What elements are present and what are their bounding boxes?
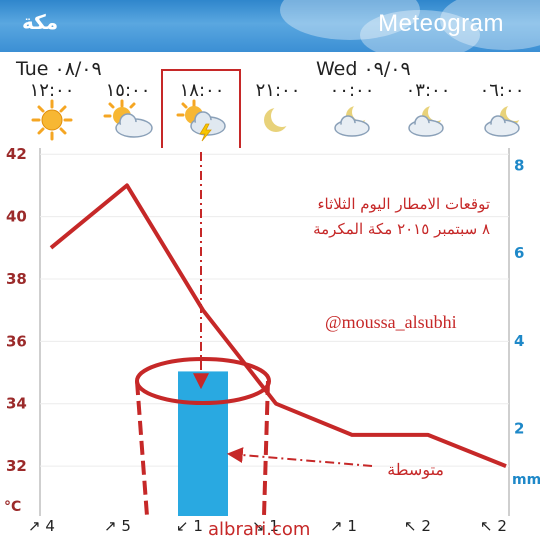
precipitation-bar xyxy=(178,371,228,516)
arrow-sw-icon: ↙ xyxy=(176,517,189,535)
arrow-ne-icon: ↗ xyxy=(28,517,41,535)
time-label: ٠٣:٠٠ xyxy=(405,80,451,101)
arrow-ne-icon: ↗ xyxy=(330,517,343,535)
thunder-sun-cloud-icon xyxy=(176,99,226,142)
precipitation-bars xyxy=(178,371,228,516)
time-label: ١٨:٠٠ xyxy=(179,80,225,101)
app-header: مكة Meteogram xyxy=(0,0,540,52)
app-title: Meteogram xyxy=(378,10,504,37)
sun-icon xyxy=(31,99,73,141)
annotation-dashed-left xyxy=(135,380,149,517)
twitter-handle: @moussa_alsubhi xyxy=(325,312,457,332)
day-label-wed: Wed ٠٩/٠٩ xyxy=(316,58,411,80)
annotation-arrow-left xyxy=(226,447,373,467)
wind-item: ↗ 1 xyxy=(330,517,357,535)
highlight-box xyxy=(161,69,241,151)
time-label: ٠٦:٠٠ xyxy=(479,80,525,101)
moon-icon xyxy=(264,105,293,132)
left-tick-label: 36 xyxy=(6,332,27,350)
right-tick-label: 4 xyxy=(514,332,524,350)
arrow-se-icon: ↘ xyxy=(252,517,265,535)
day-label-tue: Tue ٠٨/٠٩ xyxy=(16,58,102,80)
wind-item: ↗ 5 xyxy=(104,517,131,535)
wind-value: 2 xyxy=(497,517,507,535)
wind-value: 1 xyxy=(269,517,279,535)
wind-value: 5 xyxy=(121,517,131,535)
moon-cloud-icon xyxy=(334,103,370,137)
wind-item: ↖ 2 xyxy=(404,517,431,535)
right-unit-label: mm xyxy=(512,472,540,488)
arrow-nw-icon: ↖ xyxy=(404,517,417,535)
left-tick-label: 34 xyxy=(6,395,27,413)
wind-value: 1 xyxy=(347,517,357,535)
wind-item: ↖ 2 xyxy=(480,517,507,535)
watermark: albrari.com xyxy=(208,519,311,540)
right-tick-label: 2 xyxy=(514,419,524,437)
left-axis-ticks: 42 40 38 36 34 32 xyxy=(6,148,27,475)
right-tick-label: 6 xyxy=(514,244,524,262)
gridlines xyxy=(40,153,509,467)
left-tick-label: 42 xyxy=(6,148,27,163)
wind-value: 4 xyxy=(45,517,55,535)
wind-item: ↘ 1 xyxy=(252,517,279,535)
time-label: ٠٠:٠٠ xyxy=(329,80,375,101)
wind-value: 1 xyxy=(193,517,203,535)
forecast-title-line1: توقعات الامطار اليوم الثلاثاء xyxy=(317,195,490,213)
time-label: ٢١:٠٠ xyxy=(255,80,301,101)
moon-cloud-icon xyxy=(484,103,524,137)
left-unit-label: °C xyxy=(4,499,21,515)
wind-item: ↙ 1 xyxy=(176,517,203,535)
right-axis-ticks: 8 6 4 2 xyxy=(514,157,524,438)
time-label: ١٥:٠٠ xyxy=(105,80,151,101)
wind-value: 2 xyxy=(421,517,431,535)
forecast-title-line2: ٨ سبتمبر ٢٠١٥ مكة المكرمة xyxy=(313,220,490,238)
sun-cloud-icon xyxy=(103,99,153,138)
annotation-dashed-right xyxy=(262,380,270,517)
time-label: ١٢:٠٠ xyxy=(29,80,75,101)
wind-item: ↗ 4 xyxy=(28,517,55,535)
moderate-label: متوسطة xyxy=(387,460,444,479)
left-tick-label: 32 xyxy=(6,457,27,475)
right-tick-label: 8 xyxy=(514,157,524,175)
moon-cloud-icon xyxy=(408,103,446,137)
left-tick-label: 40 xyxy=(6,208,27,226)
forecast-timeline xyxy=(0,52,540,148)
left-tick-label: 38 xyxy=(6,270,27,288)
temperature-line xyxy=(49,183,507,468)
arrow-nw-icon: ↖ xyxy=(480,517,493,535)
city-name: مكة xyxy=(22,10,59,34)
arrow-ne-icon: ↗ xyxy=(104,517,117,535)
